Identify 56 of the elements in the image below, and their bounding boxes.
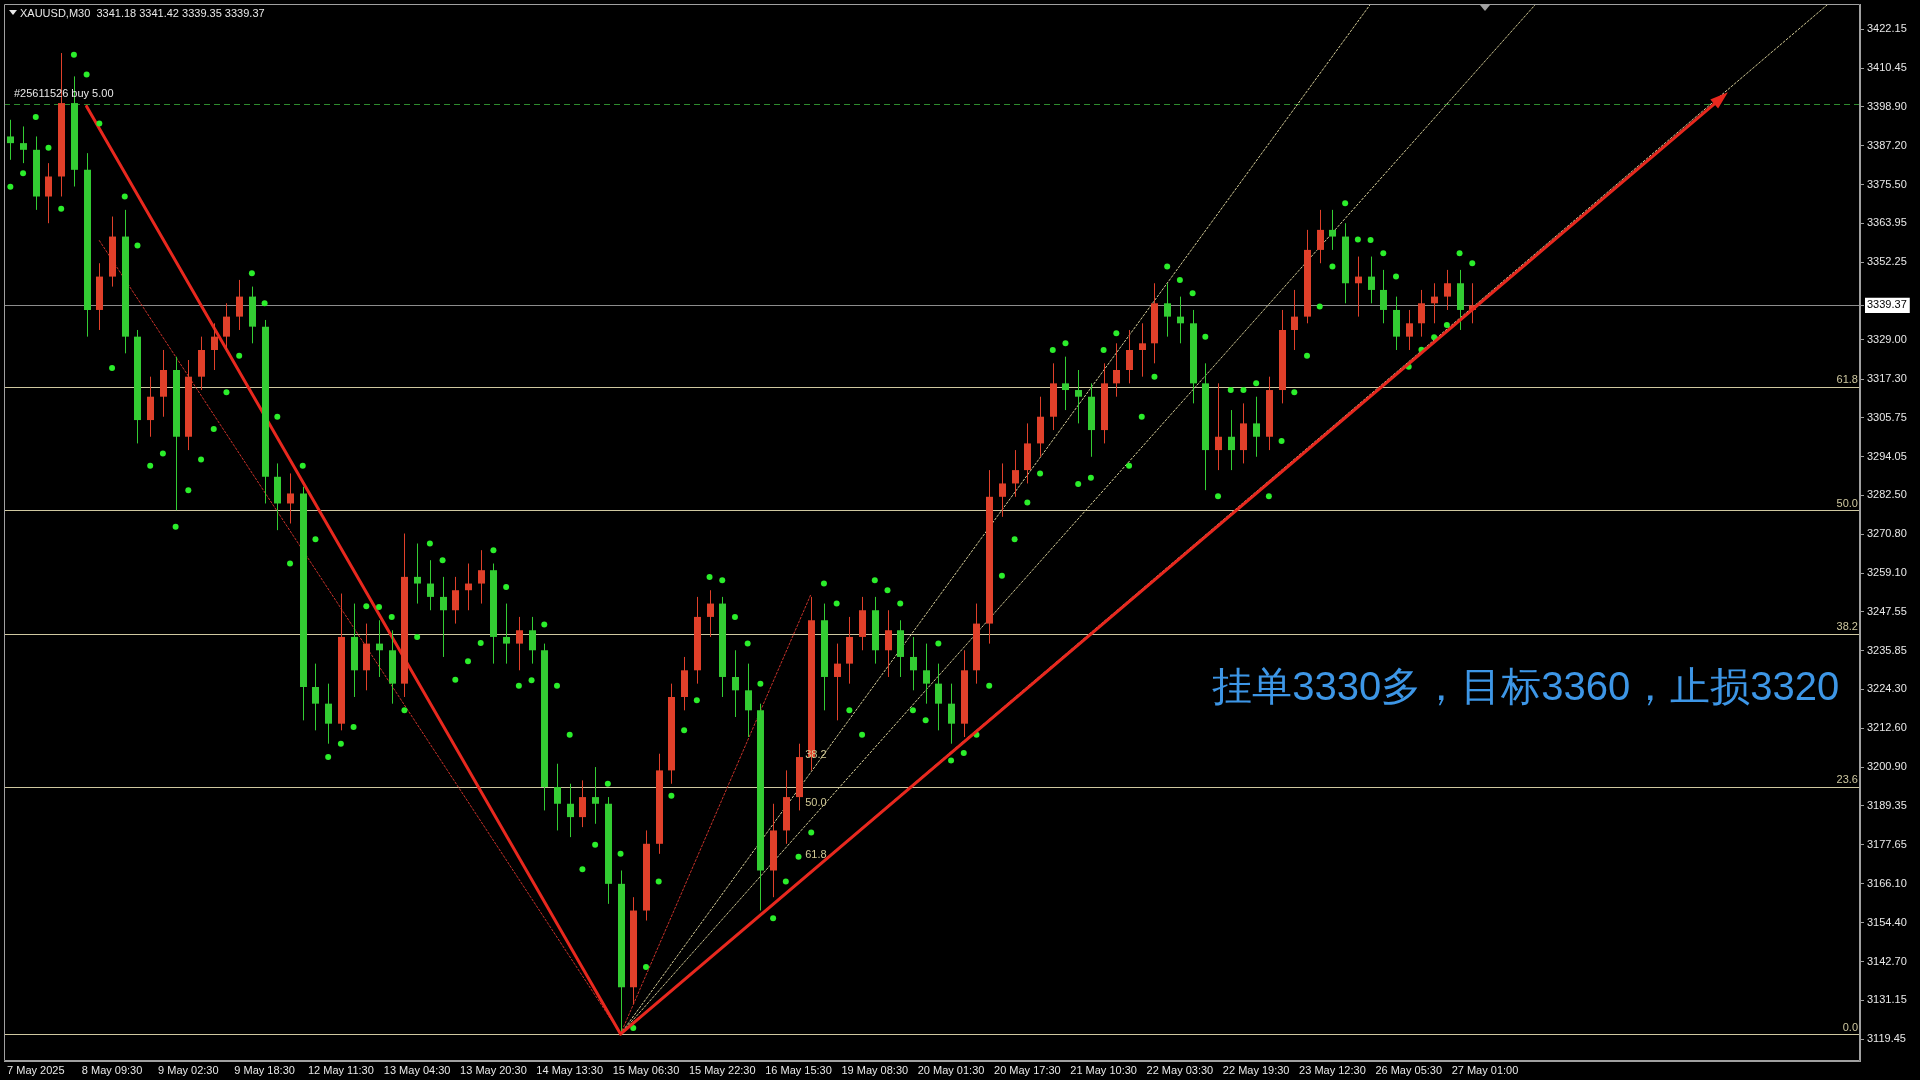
y-tick-label: 3224.30 xyxy=(1867,682,1907,695)
y-tick-label: 3247.55 xyxy=(1867,604,1907,617)
x-tick-label: 14 May 13:30 xyxy=(536,1063,604,1076)
y-tick-label: 3166.10 xyxy=(1867,876,1907,889)
y-tick-label: 3410.45 xyxy=(1867,61,1907,74)
x-tick-label: 9 May 02:30 xyxy=(158,1063,219,1076)
y-tick-label: 3259.10 xyxy=(1867,566,1907,579)
series-label: 50.0 xyxy=(805,795,827,808)
x-tick-label: 7 May 2025 xyxy=(7,1063,65,1076)
x-tick-label: 19 May 08:30 xyxy=(841,1063,909,1076)
y-tick-label: 3339.37 xyxy=(1867,298,1907,311)
ref-line-label: 0.0 xyxy=(1842,1020,1858,1033)
y-tick-label: 3235.85 xyxy=(1867,643,1907,656)
x-tick-label: 21 May 10:30 xyxy=(1070,1063,1137,1076)
y-tick-label: 3317.30 xyxy=(1867,372,1907,385)
x-tick-label: 27 May 01:00 xyxy=(1451,1063,1519,1076)
y-tick-label: 3131.15 xyxy=(1867,993,1907,1006)
y-tick-label: 3352.25 xyxy=(1867,255,1907,268)
x-tick-label: 26 May 05:30 xyxy=(1375,1063,1443,1076)
ref-line-label: 50.0 xyxy=(1836,496,1858,509)
y-tick-label: 3375.50 xyxy=(1867,177,1907,190)
y-tick-label: 3398.90 xyxy=(1867,99,1907,112)
y-tick-label: 3142.70 xyxy=(1867,954,1907,967)
x-tick-label: 16 May 15:30 xyxy=(765,1063,832,1076)
x-tick-label: 15 May 06:30 xyxy=(612,1063,680,1076)
x-tick-label: 8 May 09:30 xyxy=(81,1063,143,1076)
y-tick-label: 3154.40 xyxy=(1867,915,1907,928)
x-tick-label: 13 May 20:30 xyxy=(460,1063,527,1076)
y-tick-label: 3212.60 xyxy=(1867,721,1907,734)
y-tick-label: 3422.15 xyxy=(1867,22,1907,35)
y-tick-label: 3305.75 xyxy=(1867,410,1907,423)
x-tick-label: 22 May 03:30 xyxy=(1146,1063,1214,1076)
y-tick-label: 3282.50 xyxy=(1867,488,1907,501)
y-tick-label: 3200.90 xyxy=(1867,760,1907,773)
y-tick-label: 3294.05 xyxy=(1867,449,1907,462)
y-tick-label: 3363.95 xyxy=(1867,216,1907,229)
ref-line-label: 38.2 xyxy=(1836,620,1858,633)
x-tick-label: 12 May 11:30 xyxy=(307,1063,374,1076)
ref-line-label: 61.8 xyxy=(1836,373,1858,386)
y-tick-label: 3189.35 xyxy=(1867,798,1907,811)
y-tick-label: 3387.20 xyxy=(1867,138,1907,151)
x-tick-label: 15 May 22:30 xyxy=(688,1063,756,1076)
annotation: 挂单3330多，目标3360，止损3320 xyxy=(1212,663,1840,708)
y-tick-label: 3329.00 xyxy=(1867,333,1907,346)
ref-line-label: 23.6 xyxy=(1836,773,1858,786)
x-tick-label: 22 May 19:30 xyxy=(1222,1063,1290,1076)
y-tick-label: 3270.80 xyxy=(1867,527,1907,540)
x-tick-label: 23 May 12:30 xyxy=(1299,1063,1366,1076)
y-tick-label: 3177.65 xyxy=(1867,837,1907,850)
x-tick-label: 20 May 17:30 xyxy=(994,1063,1061,1076)
x-tick-label: 9 May 18:30 xyxy=(234,1063,295,1076)
chart-title: XAUUSD,M30 3341.18 3341.42 3339.35 3339.37 xyxy=(20,6,265,19)
series-label: 61.8 xyxy=(805,847,827,860)
y-tick-label: 3119.45 xyxy=(1867,1032,1906,1045)
x-tick-label: 13 May 04:30 xyxy=(383,1063,451,1076)
x-tick-label: 20 May 01:30 xyxy=(917,1063,985,1076)
